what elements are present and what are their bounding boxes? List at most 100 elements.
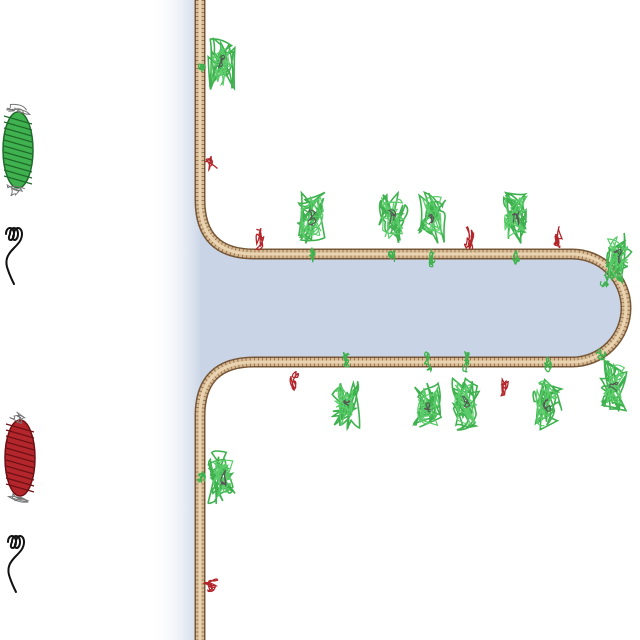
anchor-ribbon (289, 370, 300, 391)
barrel-strand (3, 121, 33, 131)
barrel-strand (5, 453, 35, 463)
small-green-anchor (387, 249, 396, 263)
small-green-anchor (462, 350, 470, 373)
red-barrel-protein-with-linker (4, 411, 36, 593)
flexible-linker (5, 227, 24, 285)
small-green-anchor (197, 63, 207, 72)
barrel-strand (5, 447, 35, 457)
anchor-ribbon (500, 377, 509, 397)
protein-ribbon-highlight (379, 197, 405, 240)
anchor-ribbon (596, 348, 607, 361)
protein-ribbon-highlight (211, 459, 234, 497)
anchor-ribbon (197, 63, 207, 72)
small-red-protein (204, 155, 218, 172)
large-green-protein (378, 190, 409, 243)
anchor-ribbon (342, 351, 351, 368)
small-green-anchor (596, 348, 607, 361)
anchor-ribbon (543, 356, 552, 373)
anchor-ribbon (387, 249, 396, 263)
barrel-strand (3, 115, 33, 125)
protein-core (307, 209, 317, 226)
barrel-strand (3, 127, 33, 137)
anchor-ribbon (462, 350, 470, 373)
large-green-protein (296, 190, 326, 244)
barrel-strand (5, 471, 35, 481)
cell-interior-shade (150, 0, 202, 640)
anchor-ribbon (599, 280, 609, 289)
protein-ribbon (412, 381, 443, 428)
anchor-ribbon (196, 470, 207, 483)
green-barrel-protein-with-linker (2, 103, 34, 285)
protein-ribbon-highlight (606, 236, 629, 278)
barrel-strand (3, 175, 33, 185)
barrel-strand (5, 423, 35, 433)
large-green-protein (207, 37, 236, 92)
barrel-strand (3, 145, 33, 155)
barrel-strand (3, 157, 33, 167)
barrel-strand (5, 483, 35, 493)
small-red-protein (463, 226, 475, 250)
anchor-ribbon (308, 246, 316, 263)
small-green-anchor (342, 351, 351, 368)
anchor-ribbon (255, 227, 265, 251)
barrel-strand (3, 151, 33, 161)
protein-core (608, 382, 619, 392)
protein-ribbon-highlight (210, 45, 235, 87)
large-green-protein (330, 380, 361, 432)
anchor-ribbon (463, 226, 475, 250)
small-green-anchor (599, 280, 609, 289)
anchor-ribbon (512, 249, 520, 265)
large-green-protein (502, 191, 529, 244)
protein-ribbon-highlight (454, 381, 478, 425)
small-green-anchor (428, 248, 436, 268)
tubule-lumen (200, 0, 626, 640)
small-green-anchor (308, 246, 316, 263)
protein-ribbon-highlight (300, 195, 324, 241)
protein-core (543, 398, 551, 412)
small-green-anchor (543, 356, 552, 373)
small-red-protein (202, 578, 219, 593)
small-red-protein (500, 377, 509, 397)
protein-core (218, 54, 226, 69)
small-green-anchor (512, 249, 520, 265)
protein-ribbon-highlight (535, 380, 559, 427)
barrel-strand (5, 465, 35, 475)
barrel-strand (5, 429, 35, 439)
small-green-anchor (196, 470, 207, 483)
protein-core (220, 469, 227, 488)
protein-core (511, 210, 520, 226)
protein-legend (2, 103, 36, 593)
barrel-strand (5, 459, 35, 469)
membrane-proteins (196, 37, 633, 593)
large-green-protein (417, 191, 447, 244)
barrel-loop (6, 103, 31, 116)
anchor-ribbon (423, 351, 433, 373)
large-green-protein (207, 450, 236, 505)
barrel-strand (5, 477, 35, 487)
barrel-strand (3, 139, 33, 149)
barrel-strand (3, 133, 33, 143)
anchor-ribbon (204, 155, 218, 172)
flexible-linker (7, 535, 26, 593)
anchor-ribbon (553, 225, 564, 249)
protein-ribbon-highlight (421, 196, 443, 236)
small-green-anchor (423, 351, 433, 373)
barrel-strand (3, 169, 33, 179)
small-red-protein (289, 370, 300, 391)
anchor-ribbon (428, 248, 436, 268)
protein-core (462, 395, 471, 408)
anchor-ribbon (202, 578, 219, 593)
barrel-loop (9, 411, 26, 425)
protein-ribbon-highlight (603, 364, 626, 405)
small-red-protein (553, 225, 564, 249)
protein-ribbon-highlight (333, 383, 356, 426)
barrel-strand (5, 441, 35, 451)
barrel-loop (6, 493, 29, 504)
protein-core (342, 399, 351, 406)
barrel-loop (6, 183, 26, 197)
barrel-strand (5, 435, 35, 445)
large-green-protein (412, 381, 443, 428)
large-green-protein (599, 359, 628, 412)
protein-core (423, 402, 432, 413)
